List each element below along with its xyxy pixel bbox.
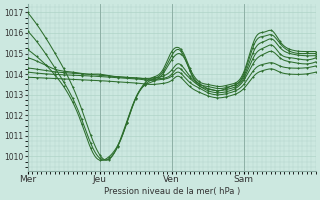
X-axis label: Pression niveau de la mer( hPa ): Pression niveau de la mer( hPa ) (104, 187, 240, 196)
